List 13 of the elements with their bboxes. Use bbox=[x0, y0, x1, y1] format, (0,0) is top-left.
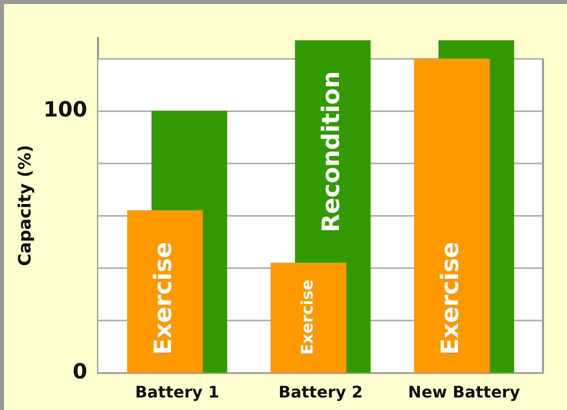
y-tick-label: 100 bbox=[43, 98, 88, 122]
y-tick-label: 0 bbox=[72, 359, 88, 384]
x-tick-label: Battery 1 bbox=[135, 382, 220, 402]
text: Exercise bbox=[149, 242, 178, 355]
series-label: Recondition bbox=[317, 71, 346, 232]
text: Exercise bbox=[436, 242, 464, 355]
x-tick-label: New Battery bbox=[408, 382, 521, 402]
bar bbox=[127, 210, 203, 373]
y-axis-title: Capacity (%) bbox=[16, 144, 36, 266]
bar bbox=[414, 58, 490, 373]
x-tick-label: Battery 2 bbox=[278, 382, 363, 402]
bar bbox=[270, 262, 346, 373]
series-label: Exercise bbox=[298, 279, 317, 355]
